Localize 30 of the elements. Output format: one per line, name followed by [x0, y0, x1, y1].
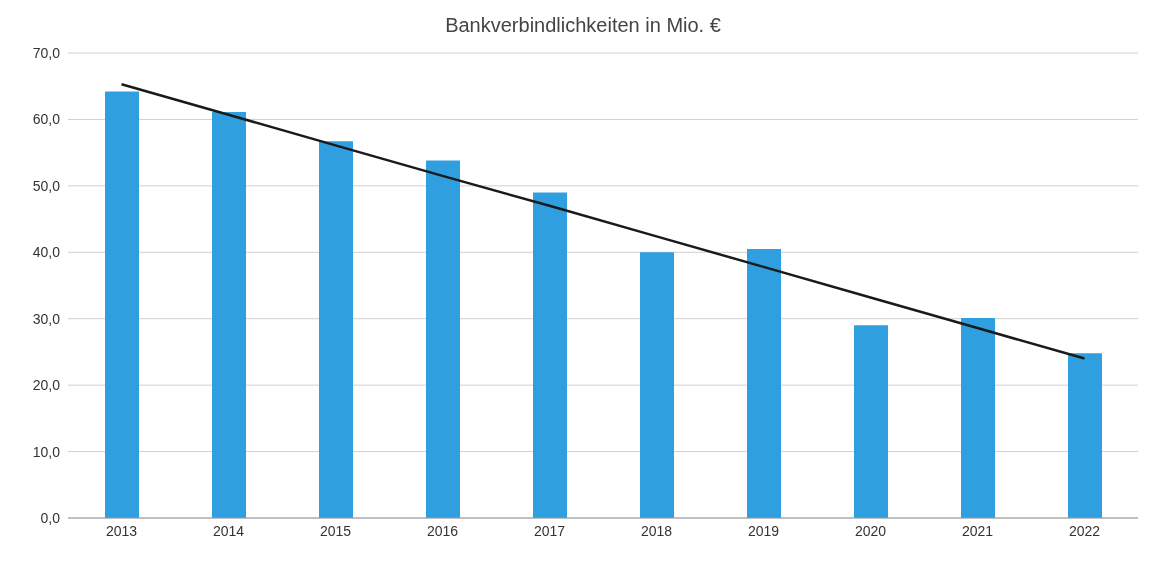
bar: [533, 192, 567, 518]
y-tick-label: 50,0: [32, 177, 61, 194]
y-tick-label: 30,0: [32, 310, 61, 327]
y-tick-label: 0,0: [40, 509, 61, 526]
bar: [640, 252, 674, 518]
y-tick-label: 70,0: [32, 44, 61, 61]
x-tick-label: 2022: [1068, 522, 1101, 539]
y-tick-label: 20,0: [32, 377, 61, 394]
bar: [854, 325, 888, 518]
bar: [105, 91, 139, 518]
line-series: [120, 82, 1086, 360]
bar: [961, 318, 995, 518]
bar: [212, 112, 246, 518]
x-tick-label: 2021: [961, 522, 994, 539]
x-tick-label: 2016: [426, 522, 459, 539]
y-tick-label: 60,0: [32, 111, 61, 128]
x-tick-label: 2014: [212, 522, 245, 539]
x-tick-label: 2018: [640, 522, 673, 539]
bar: [426, 160, 460, 518]
bar: [1068, 353, 1102, 518]
y-tick-label: 40,0: [32, 244, 61, 261]
bar: [747, 248, 781, 518]
x-tick-label: 2013: [105, 522, 138, 539]
x-tick-label: 2017: [533, 522, 566, 539]
y-tick-label: 10,0: [32, 443, 61, 460]
x-tick-label: 2020: [854, 522, 887, 539]
bar: [319, 141, 353, 518]
x-tick-label: 2015: [319, 522, 352, 539]
chart-title: Bankverbindlichkeiten in Mio. €: [445, 14, 721, 36]
x-tick-label: 2019: [747, 522, 780, 539]
